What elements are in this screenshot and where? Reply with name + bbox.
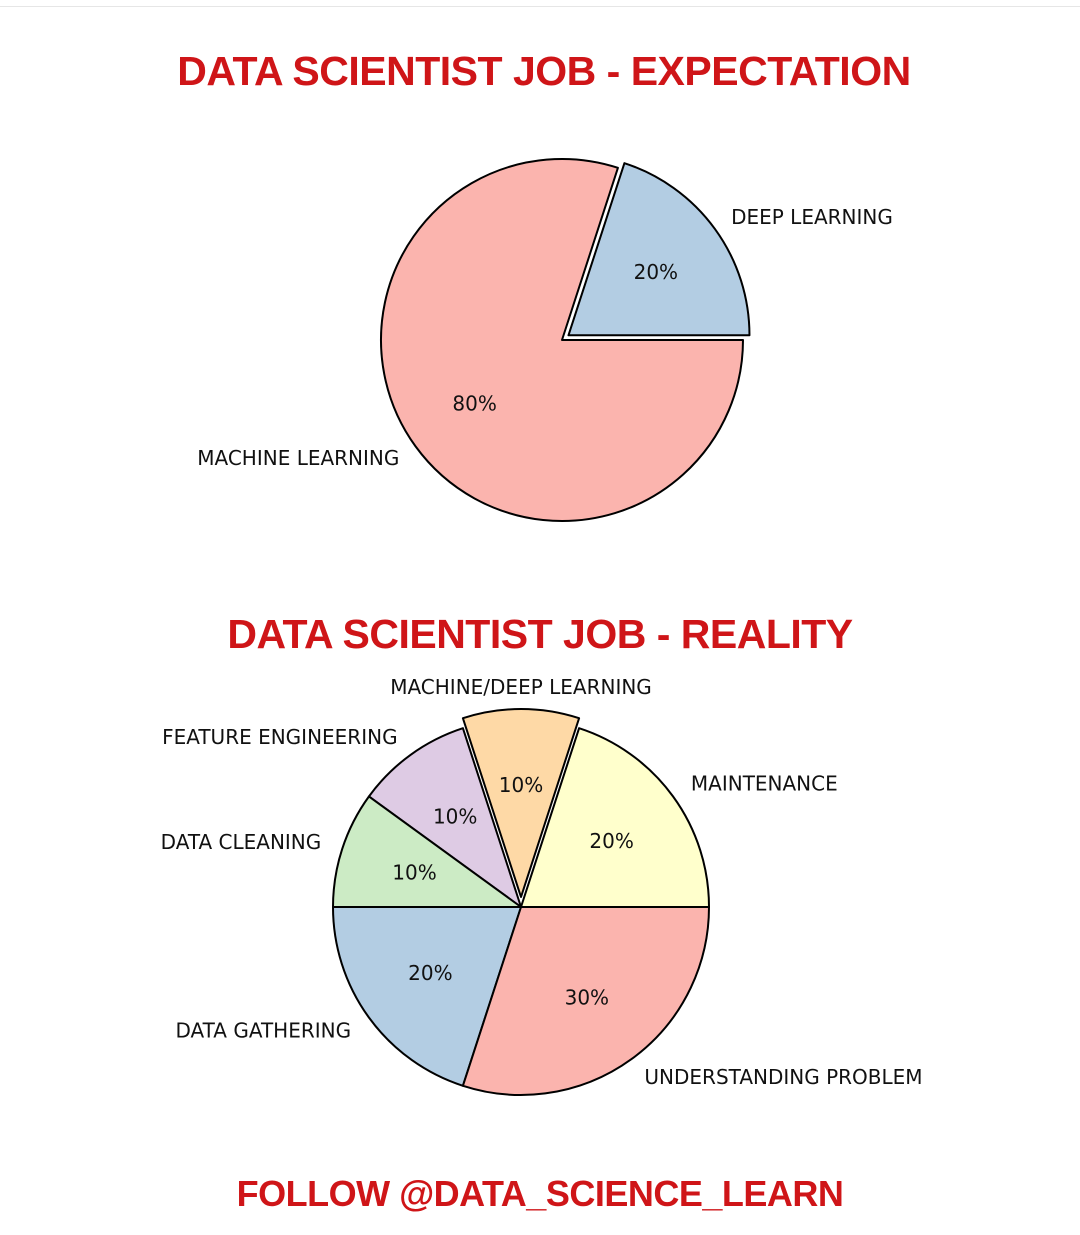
pie-label-data-gathering: DATA GATHERING (175, 1018, 351, 1042)
pie-label-maintenance: MAINTENANCE (691, 772, 838, 796)
pie-slice-understanding-problem (461, 906, 710, 1096)
pie-percent-machine-learning: 80% (452, 391, 496, 415)
footer-follow-handle: FOLLOW @DATA_SCIENCE_LEARN (236, 1173, 844, 1214)
top-divider (0, 6, 1080, 7)
pie-slice-feature-engineering (367, 727, 522, 908)
reality-pie-chart: 20% MAINTENANCE 10% MACHINE/DEEP LEARNING 10… (161, 675, 923, 1096)
pie-slice-maintenance (520, 727, 710, 908)
pie-label-data-cleaning: DATA CLEANING (161, 830, 322, 854)
pie-percent-maintenance: 20% (589, 829, 633, 853)
pie-percent-machine-deep-learning: 10% (499, 773, 543, 797)
expectation-pie-chart: 20% DEEP LEARNING 80% MACHINE LEARNING (197, 158, 893, 522)
pie-label-feature-engineering: FEATURE ENGINEERING (162, 725, 398, 749)
pie-label-deep-learning: DEEP LEARNING (731, 205, 893, 229)
expectation-chart-title: DATA SCIENTIST JOB - EXPECTATION (177, 48, 911, 94)
pie-percent-understanding-problem: 30% (565, 986, 609, 1010)
pie-percent-data-cleaning: 10% (392, 860, 436, 884)
pie-slice-data-cleaning (332, 795, 522, 908)
pie-percent-data-gathering: 20% (408, 961, 452, 985)
pie-slice-machine-deep-learning (461, 708, 581, 898)
pie-slice-data-gathering (332, 906, 522, 1087)
pie-label-machine-learning: MACHINE LEARNING (197, 446, 399, 470)
pie-percent-deep-learning: 20% (634, 260, 678, 284)
pie-label-understanding-problem: UNDERSTANDING PROBLEM (644, 1065, 922, 1089)
pie-slice-deep-learning (567, 162, 751, 337)
reality-chart-title: DATA SCIENTIST JOB - REALITY (227, 611, 853, 657)
pie-percent-feature-engineering: 10% (433, 804, 477, 828)
pie-label-machine-deep-learning: MACHINE/DEEP LEARNING (390, 675, 652, 699)
pie-slice-machine-learning (380, 158, 744, 522)
